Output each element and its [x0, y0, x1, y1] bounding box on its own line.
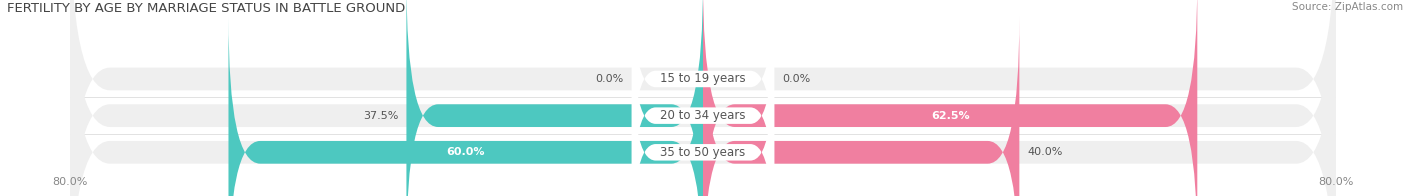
FancyBboxPatch shape: [70, 0, 1336, 196]
Text: 0.0%: 0.0%: [596, 74, 624, 84]
FancyBboxPatch shape: [228, 17, 703, 196]
Text: Source: ZipAtlas.com: Source: ZipAtlas.com: [1292, 2, 1403, 12]
Text: 0.0%: 0.0%: [782, 74, 810, 84]
Text: FERTILITY BY AGE BY MARRIAGE STATUS IN BATTLE GROUND: FERTILITY BY AGE BY MARRIAGE STATUS IN B…: [7, 2, 405, 15]
FancyBboxPatch shape: [70, 0, 1336, 196]
FancyBboxPatch shape: [631, 51, 775, 196]
Text: 40.0%: 40.0%: [1028, 147, 1063, 157]
Text: 20 to 34 years: 20 to 34 years: [661, 109, 745, 122]
FancyBboxPatch shape: [703, 0, 1198, 196]
Text: 60.0%: 60.0%: [447, 147, 485, 157]
FancyBboxPatch shape: [631, 0, 775, 181]
Text: 62.5%: 62.5%: [931, 111, 970, 121]
Text: 35 to 50 years: 35 to 50 years: [661, 146, 745, 159]
Text: 37.5%: 37.5%: [363, 111, 398, 121]
FancyBboxPatch shape: [703, 17, 1019, 196]
FancyBboxPatch shape: [70, 0, 1336, 196]
Text: 15 to 19 years: 15 to 19 years: [661, 73, 745, 85]
FancyBboxPatch shape: [631, 14, 775, 196]
FancyBboxPatch shape: [406, 0, 703, 196]
